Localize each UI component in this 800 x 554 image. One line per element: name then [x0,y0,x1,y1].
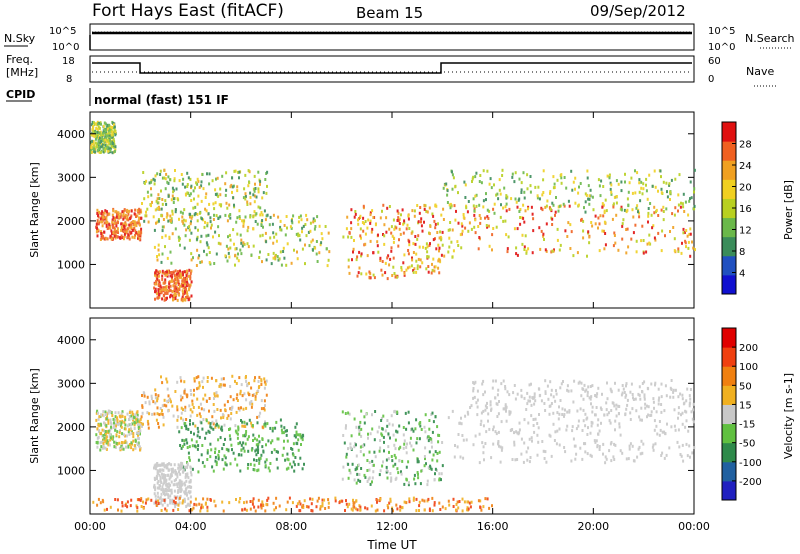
colorbar-segment [722,217,736,238]
time-axis-title: Time UT [366,538,417,552]
colorbar-segment [722,179,736,199]
colorbar-tick-label: 28 [739,140,752,151]
colorbar-segment [722,366,736,386]
colorbar-segment [722,404,736,425]
colorbar-segment [722,423,736,444]
colorbar-tick-label: 50 [739,381,752,392]
noise-tick-left-bottom: 10^0 [52,42,79,53]
power-panel: 1000 2000 3000 4000 Slant Range [km] 4 8 12 16 20… [28,111,795,309]
colorbar-tick-label: -100 [739,458,762,469]
x-tick-label: 04:00 [175,520,207,533]
beam-title: Beam 15 [356,4,423,22]
colorbar-segment [722,274,736,295]
y-axis-title: Slant Range [km] [28,368,41,464]
colorbar-tick-label: 15 [739,400,752,411]
colorbar-segment [722,255,736,276]
noise-tick-right-bottom: 10^0 [708,42,735,53]
colorbar-segment [722,328,736,348]
cpid-label: CPID [6,88,35,101]
colorbar-tick-label: 20 [739,183,752,194]
nave-tick-top: 60 [708,56,721,67]
nsky-label: N.Sky [4,32,36,45]
colorbar-tick-label: 8 [739,247,745,258]
x-tick-label: 00:00 [678,520,710,533]
velocity-panel: 1000 2000 3000 4000 00:00 04:00 08:00 12:00 16:0… [28,317,795,533]
x-tick-label: 16:00 [477,520,509,533]
freq-unit-label: [MHz] [6,66,38,79]
colorbar-segment [722,122,736,142]
colorbar-segment [722,160,736,180]
colorbar-tick-label: 24 [739,161,752,172]
echo-texture [92,374,696,513]
colorbar-tick-label: -15 [739,420,755,431]
y-tick-label: 3000 [57,171,85,184]
y-axis-title: Slant Range [km] [28,162,41,258]
colorbar-title: Power [dB] [782,180,795,240]
y-tick-label: 3000 [57,377,85,390]
colorbar-tick-label: -200 [739,477,762,488]
date-title: 09/Sep/2012 [590,2,686,20]
colorbar-segment [722,236,736,257]
nsearch-label: N.Search [745,32,795,45]
colorbar-segment [722,385,736,405]
noise-tick-right-top: 10^5 [708,26,735,37]
freq-label: Freq. [6,53,33,66]
noise-tick-left-top: 10^5 [49,26,76,37]
nave-tick-bottom: 0 [708,74,714,85]
colorbar-tick-label: 200 [739,343,758,354]
y-tick-label: 1000 [57,258,85,271]
colorbar-segment [722,461,736,482]
freq-panel: Freq. [MHz] 18 8 60 0 Nave [6,53,776,87]
colorbar-segment [722,442,736,463]
y-tick-label: 4000 [57,334,85,347]
colorbar-tick-label: -50 [739,439,755,450]
colorbar-tick-label: 4 [739,269,745,280]
colorbar-segment [722,347,736,367]
noise-panel: N.Sky 10^5 10^0 10^5 10^0 N.Search [4,23,795,53]
y-tick-label: 4000 [57,128,85,141]
station-title: Fort Hays East (fitACF) [92,1,284,21]
colorbar-segment [722,198,736,219]
y-tick-label: 1000 [57,464,85,477]
freq-tick-bottom: 8 [66,74,72,85]
cpid-row: CPID normal (fast) 151 IF [6,88,229,107]
freq-trace [92,62,692,74]
nave-label: Nave [746,65,774,78]
y-tick-label: 2000 [57,421,85,434]
colorbar-segment [722,141,736,161]
colorbar-tick-label: 12 [739,226,752,237]
y-tick-label: 2000 [57,215,85,228]
x-tick-label: 08:00 [275,520,307,533]
colorbar-title: Velocity [m s-1] [782,373,795,459]
x-tick-label: 20:00 [577,520,609,533]
x-tick-label: 12:00 [376,520,408,533]
colorbar-tick-label: 16 [739,204,752,215]
colorbar-tick-label: 100 [739,362,758,373]
freq-tick-top: 18 [62,56,75,67]
echo-texture [90,120,696,303]
colorbar-segment [722,480,736,501]
x-tick-label: 00:00 [74,520,106,533]
cpid-text: normal (fast) 151 IF [94,93,229,107]
